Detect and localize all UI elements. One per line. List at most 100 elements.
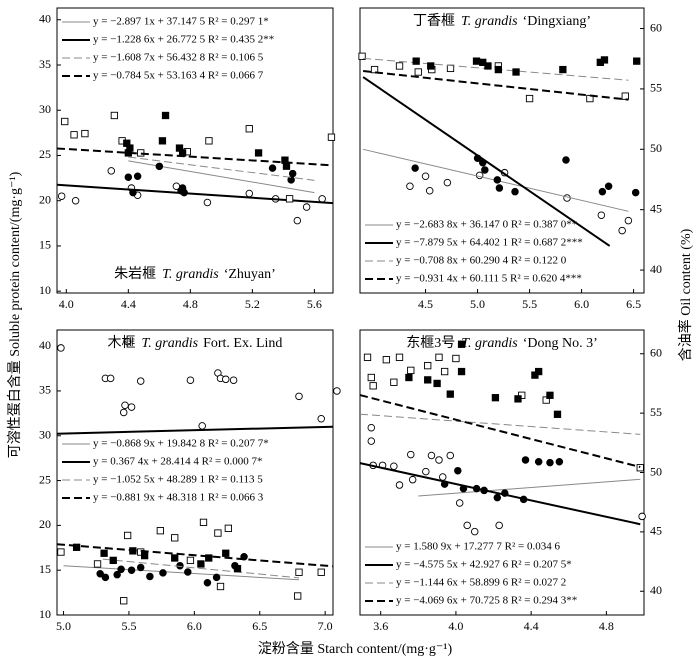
point (395, 481, 404, 489)
point (414, 68, 422, 76)
point (268, 164, 277, 172)
point (205, 137, 213, 145)
point (408, 475, 417, 484)
x-tick-label: 5.0 (470, 297, 485, 311)
point (140, 551, 149, 560)
point (454, 466, 462, 475)
point (553, 410, 562, 418)
legend-label: y = −0.708 8x + 60.290 4 R² = 0.122 0 (396, 255, 567, 267)
point (425, 187, 434, 195)
point (446, 390, 454, 398)
point (439, 473, 447, 481)
point (405, 373, 413, 382)
point (203, 578, 212, 587)
point (395, 353, 404, 361)
point (254, 149, 263, 157)
point (491, 394, 500, 402)
legend-label: y = −1.144 6x + 58.899 6 R² = 0.027 2 (396, 577, 566, 589)
fit-line (56, 147, 334, 167)
point (455, 499, 464, 507)
point (156, 527, 164, 535)
y-tick-label: 25 (39, 147, 51, 161)
x-tick-label: 6.5 (626, 297, 641, 311)
point (205, 554, 213, 562)
point (136, 377, 145, 385)
point (435, 456, 443, 464)
y2-tick-label: 50 (650, 464, 662, 478)
point (427, 451, 436, 460)
point (511, 187, 519, 196)
point (475, 171, 484, 180)
point (495, 521, 503, 530)
point (493, 493, 502, 502)
point (121, 401, 129, 410)
point (113, 570, 121, 579)
point (555, 457, 564, 466)
point (317, 414, 325, 423)
point (407, 366, 415, 375)
x-tick-label: 6.0 (187, 619, 202, 633)
plot-frame (56, 329, 334, 616)
legend-label: y = −1.608 7x + 56.432 8 R² = 0.106 5 (93, 52, 264, 64)
point (534, 457, 543, 466)
y-tick-label: 35 (39, 57, 51, 71)
point (597, 211, 606, 219)
point (367, 437, 376, 445)
panel-title: 东榧3号 T. grandis ‘Dong No. 3’ (406, 335, 598, 351)
point (133, 172, 142, 181)
point (433, 379, 441, 388)
point (435, 353, 443, 361)
point (184, 568, 192, 576)
point (493, 176, 502, 184)
point (282, 162, 291, 170)
point (463, 521, 471, 530)
point (176, 561, 184, 570)
point (100, 549, 108, 557)
title-cn: 朱岩榧 (114, 266, 156, 282)
point (598, 187, 607, 196)
y-tick-label: 20 (39, 192, 51, 206)
fit-line (128, 156, 315, 181)
point (562, 156, 570, 164)
point (186, 556, 195, 565)
point (158, 137, 167, 145)
panel-title: 丁香榧 T. grandis ‘Dingxiang’ (413, 13, 591, 29)
point (120, 597, 128, 605)
point (636, 464, 644, 472)
point (214, 529, 222, 537)
point (535, 367, 543, 376)
point (216, 582, 225, 591)
x-tick-label: 4.5 (418, 297, 433, 311)
x-tick-label: 5.6 (307, 297, 322, 311)
x-tick-label: 5.2 (245, 297, 260, 311)
point (117, 565, 125, 574)
y-tick-label: 25 (39, 472, 51, 486)
fit-line (63, 565, 300, 581)
y2-tick-label: 45 (650, 201, 662, 215)
point (101, 573, 110, 582)
legend-label: y = −2.683 8x + 36.147 0 R² = 0.387 0** (396, 219, 577, 231)
point (424, 376, 432, 384)
y-tick-label: 40 (39, 338, 51, 352)
point (514, 395, 522, 403)
fit-line (362, 76, 611, 247)
x-tick-label: 5.5 (121, 619, 136, 633)
y2-tick-label: 40 (650, 262, 662, 276)
point (618, 226, 626, 235)
point (333, 387, 341, 395)
point (411, 164, 419, 172)
point (472, 57, 481, 65)
point (494, 65, 503, 74)
fit-line (418, 478, 641, 497)
y-tick-label: 10 (39, 607, 51, 621)
point (559, 65, 567, 74)
point (412, 57, 420, 65)
x-tick-label: 5.0 (56, 619, 71, 633)
point (542, 396, 550, 404)
point (71, 196, 80, 205)
point (57, 344, 65, 352)
point (245, 189, 254, 198)
point (221, 375, 230, 384)
x-tick-label: 7.0 (318, 619, 333, 633)
y2-tick-label: 55 (650, 405, 662, 419)
